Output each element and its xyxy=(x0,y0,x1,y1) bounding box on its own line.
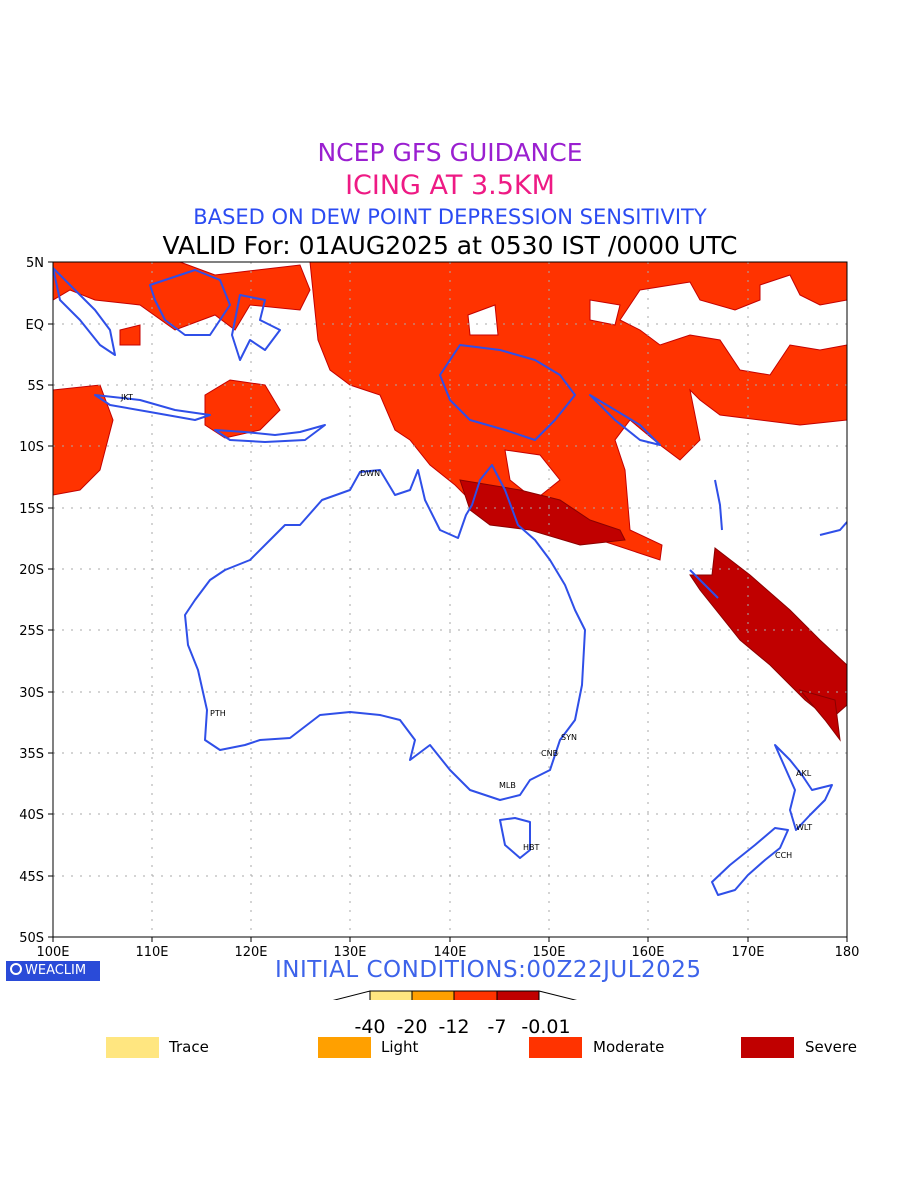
city-labels: JKT DWN PTH SYN CNB MLB HBT AKL WLT CCH xyxy=(120,393,812,860)
coastline-new-caledonia xyxy=(689,569,719,599)
lon-label: 140E xyxy=(433,945,466,960)
colorbar-ticks: -40 -20 -12 -7 -0.01 xyxy=(350,1016,580,1038)
lat-label: 40S xyxy=(19,808,44,823)
colorbar-left-arrow xyxy=(332,990,371,1000)
copyright-icon xyxy=(10,963,22,975)
title-valid-time: VALID For: 01AUG2025 at 0530 IST /0000 U… xyxy=(162,231,738,260)
legend-label-severe: Severe xyxy=(805,1038,857,1056)
colorbar-tick: -40 xyxy=(354,1016,386,1038)
weaclim-logo: WEACLIM xyxy=(6,961,100,981)
lat-label: 30S xyxy=(19,686,44,701)
lon-label: 120E xyxy=(234,945,267,960)
colorbar-tick: -7 xyxy=(487,1016,507,1038)
colorbar-swatch-severe xyxy=(496,990,540,1000)
city-label-cnb: CNB xyxy=(541,749,558,758)
coastline-solomon xyxy=(589,394,661,446)
colorbar-swatch-light xyxy=(411,990,455,1000)
coastline-fiji xyxy=(819,521,847,536)
colorbar xyxy=(332,990,578,1000)
title-product: ICING AT 3.5KM xyxy=(345,170,555,201)
coastline-australia xyxy=(184,464,586,801)
lon-label: 130E xyxy=(333,945,366,960)
colorbar-right-arrow xyxy=(538,990,578,1000)
icing-map: 5N EQ 5S 10S 15S 20S 25S 30S 35S 40S 45S… xyxy=(19,256,859,1000)
colorbar-tick: -12 xyxy=(438,1016,470,1038)
severe-icing-areas xyxy=(459,479,847,742)
coastline-borneo xyxy=(149,269,231,336)
city-label-jkt: JKT xyxy=(120,393,133,402)
lon-label: 180 xyxy=(835,945,860,960)
coastline-java xyxy=(94,394,211,421)
colorbar-swatch-moderate xyxy=(453,990,498,1000)
city-label-hbt: HBT xyxy=(523,843,540,852)
city-label-akl: AKL xyxy=(796,769,812,778)
moderate-icing-areas xyxy=(53,262,847,561)
city-label-wlt: WLT xyxy=(796,823,812,832)
graticule xyxy=(53,262,847,937)
lat-label: 5S xyxy=(27,379,44,394)
lon-label: 110E xyxy=(135,945,168,960)
longitude-labels: 100E 110E 120E 130E 140E 150E 160E 170E … xyxy=(36,945,859,960)
coastlines xyxy=(53,267,847,896)
coastline-vanuatu xyxy=(714,479,723,531)
coastline-sulawesi xyxy=(231,294,281,361)
coastline-new-zealand-north xyxy=(774,744,833,831)
lat-label: EQ xyxy=(26,318,44,333)
lat-label: 20S xyxy=(19,563,44,578)
coastline-tasmania xyxy=(499,817,531,859)
brand-label: WEACLIM xyxy=(25,963,87,978)
lat-label: 50S xyxy=(19,931,44,946)
colorbar-tick: -0.01 xyxy=(521,1016,571,1038)
coastline-sumatra xyxy=(53,267,116,356)
legend-swatch-moderate xyxy=(529,1037,582,1058)
city-label-mlb: MLB xyxy=(499,781,516,790)
colorbar-swatch-trace xyxy=(369,990,413,1000)
legend-swatch-trace xyxy=(106,1037,159,1058)
lat-label: 35S xyxy=(19,747,44,762)
city-label-pth: PTH xyxy=(210,709,226,718)
latitude-labels: 5N EQ 5S 10S 15S 20S 25S 30S 35S 40S 45S… xyxy=(19,256,44,946)
lat-label: 10S xyxy=(19,440,44,455)
legend-label-trace: Trace xyxy=(169,1038,209,1056)
lon-label: 160E xyxy=(631,945,664,960)
lat-label: 45S xyxy=(19,870,44,885)
coastline-new-guinea xyxy=(439,344,576,441)
title-method: BASED ON DEW POINT DEPRESSION SENSITIVIT… xyxy=(193,205,707,229)
city-label-cch: CCH xyxy=(775,851,792,860)
legend-swatch-severe xyxy=(741,1037,794,1058)
legend-swatch-light xyxy=(318,1037,371,1058)
coastline-new-zealand-south xyxy=(711,827,789,896)
legend-label-moderate: Moderate xyxy=(593,1038,665,1056)
initial-conditions: INITIAL CONDITIONS:00Z22JUL2025 xyxy=(275,957,702,983)
city-label-dwn: DWN xyxy=(360,469,380,478)
lon-label: 100E xyxy=(36,945,69,960)
coastline-lesser-sunda xyxy=(214,424,326,443)
colorbar-tick: -20 xyxy=(396,1016,428,1038)
title-model: NCEP GFS GUIDANCE xyxy=(317,138,583,167)
lon-label: 170E xyxy=(731,945,764,960)
lat-label: 5N xyxy=(26,256,44,271)
lon-label: 150E xyxy=(532,945,565,960)
lat-label: 25S xyxy=(19,624,44,639)
legend-label-light: Light xyxy=(381,1038,419,1056)
city-label-syn: SYN xyxy=(561,733,577,742)
lat-label: 15S xyxy=(19,502,44,517)
frame-ticks xyxy=(48,261,848,942)
